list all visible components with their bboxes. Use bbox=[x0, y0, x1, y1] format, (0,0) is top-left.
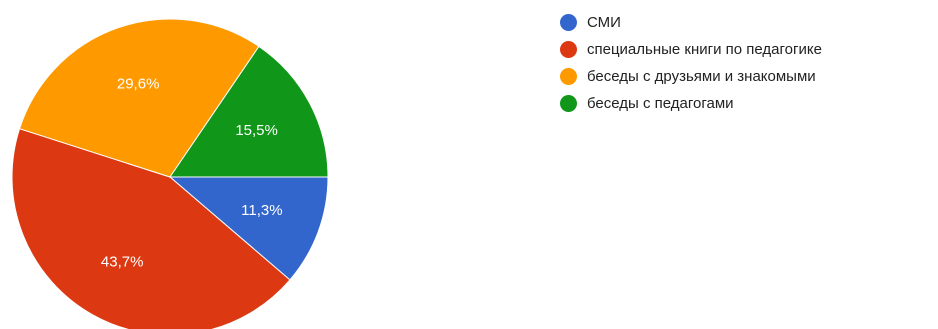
slice-value-label-0: 11,3% bbox=[241, 202, 282, 219]
legend-item-0[interactable]: СМИ bbox=[560, 14, 822, 31]
legend-label-0: СМИ bbox=[587, 14, 621, 31]
legend-item-1[interactable]: специальные книги по педагогике bbox=[560, 41, 822, 58]
legend-label-1: специальные книги по педагогике bbox=[587, 41, 822, 58]
legend-swatch-0 bbox=[560, 14, 577, 31]
pie-slice-3[interactable] bbox=[169, 45, 329, 178]
legend-label-3: беседы с педагогами bbox=[587, 95, 734, 112]
slice-value-label-3: 15,5% bbox=[235, 122, 278, 139]
legend-item-3[interactable]: беседы с педагогами bbox=[560, 95, 822, 112]
legend-label-2: беседы с друзьями и знакомыми bbox=[587, 68, 816, 85]
legend-swatch-1 bbox=[560, 41, 577, 58]
slice-value-label-1: 43,7% bbox=[101, 253, 144, 270]
pie-slice-0[interactable] bbox=[168, 176, 329, 281]
slice-value-label-2: 29,6% bbox=[117, 75, 160, 92]
chart-legend: СМИ специальные книги по педагогике беседы… bbox=[560, 14, 822, 122]
pie-slice-1[interactable] bbox=[11, 128, 291, 329]
legend-swatch-3 bbox=[560, 95, 577, 112]
legend-item-2[interactable]: беседы с друзьями и знакомыми bbox=[560, 68, 822, 85]
pie-slice-2[interactable] bbox=[18, 18, 260, 178]
legend-swatch-2 bbox=[560, 68, 577, 85]
